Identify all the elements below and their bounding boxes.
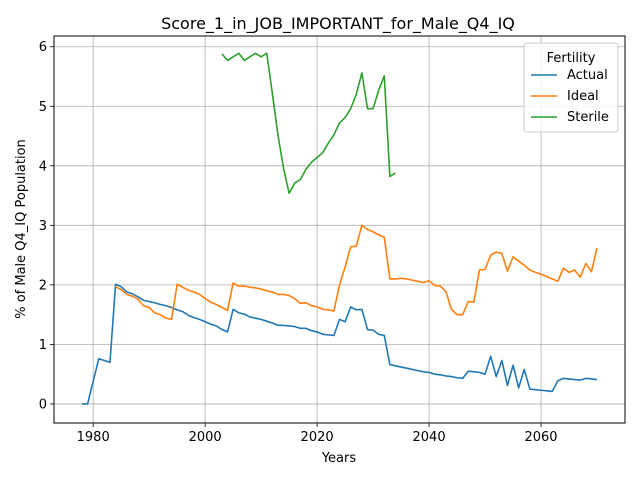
y-tick-label: 0 bbox=[39, 397, 47, 412]
x-tick-label: 2040 bbox=[413, 430, 446, 445]
series-line-actual bbox=[81, 283, 598, 405]
y-tick-label: 4 bbox=[39, 159, 47, 174]
legend-title: Fertility bbox=[547, 51, 596, 66]
x-tick-label: 2020 bbox=[301, 430, 334, 445]
series-lines bbox=[81, 52, 598, 405]
legend-entry-ideal: Ideal bbox=[567, 89, 599, 104]
chart-title: Score_1_in_JOB_IMPORTANT_for_Male_Q4_IQ bbox=[161, 14, 515, 34]
plot-frame bbox=[53, 35, 626, 424]
legend: Fertility Actual Ideal Sterile bbox=[523, 42, 619, 133]
y-tick-label: 3 bbox=[39, 219, 47, 234]
series-line-ideal bbox=[115, 224, 598, 321]
y-tick-label: 2 bbox=[39, 278, 47, 293]
y-tick-label: 6 bbox=[39, 40, 47, 55]
x-tick-label: 2060 bbox=[524, 430, 557, 445]
series-line-sterile bbox=[221, 52, 396, 194]
y-axis-label: % of Male Q4_IQ Population bbox=[14, 139, 29, 319]
legend-box bbox=[523, 42, 619, 133]
y-axis-ticks: 0 1 2 3 4 5 6 bbox=[39, 40, 54, 412]
y-tick-label: 5 bbox=[39, 100, 47, 115]
x-tick-label: 1980 bbox=[77, 430, 110, 445]
x-tick-label: 2000 bbox=[189, 430, 222, 445]
y-tick-label: 1 bbox=[39, 338, 47, 353]
legend-entry-actual: Actual bbox=[567, 68, 608, 83]
legend-entry-sterile: Sterile bbox=[567, 110, 609, 125]
x-axis-label: Years bbox=[321, 451, 357, 466]
x-axis-ticks: 1980 2000 2020 2040 2060 bbox=[77, 423, 558, 445]
